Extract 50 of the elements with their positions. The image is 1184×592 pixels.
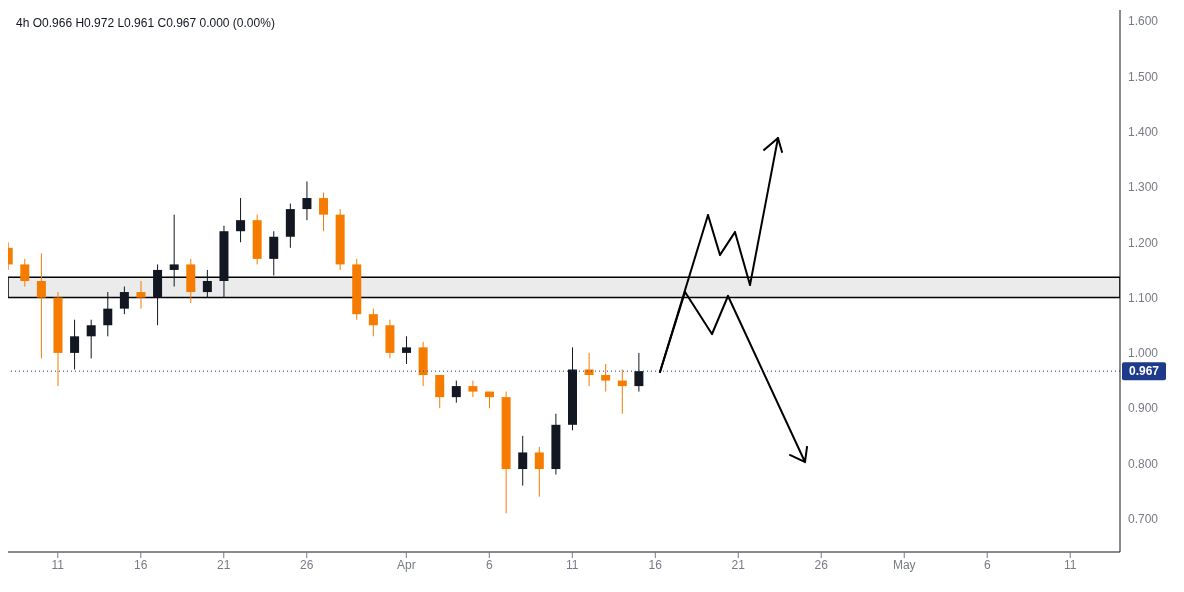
candlestick (136, 280, 146, 310)
x-tick-label: 26 (300, 557, 314, 572)
candlestick (468, 380, 478, 398)
x-tick-label: 21 (731, 557, 746, 572)
candlestick (584, 352, 594, 387)
y-tick-label: 1.400 (1128, 124, 1159, 139)
x-tick-label: 6 (485, 557, 493, 572)
candlestick (119, 286, 129, 315)
y-tick-label: 1.200 (1128, 235, 1159, 250)
candlestick (435, 374, 445, 409)
y-tick-label: 0.900 (1128, 401, 1159, 416)
candlestick (202, 269, 212, 299)
candlestick (319, 192, 329, 232)
candlestick (70, 319, 80, 370)
candlestick (534, 446, 544, 498)
candlestick (20, 258, 30, 288)
y-tick-label: 1.300 (1128, 180, 1159, 195)
candlestick (617, 368, 627, 415)
candlestick (451, 380, 461, 404)
candlestick (518, 435, 528, 487)
candlestick (269, 230, 279, 276)
candlestick (634, 352, 644, 393)
candlestick (402, 335, 412, 365)
y-tick-label: 0.700 (1128, 512, 1159, 527)
candlestick (169, 214, 179, 288)
candlestick (368, 308, 378, 337)
candlestick (86, 319, 96, 359)
candlestick (103, 291, 113, 337)
y-tick-label: 1.500 (1128, 69, 1159, 84)
x-tick-label: 16 (648, 557, 663, 572)
y-tick-label: 0.800 (1128, 456, 1159, 471)
ref-line-label: 0.967 (1128, 364, 1160, 379)
x-tick-label: 11 (1063, 557, 1077, 572)
x-tick-label: 21 (217, 557, 231, 572)
x-tick-label: 6 (983, 557, 991, 572)
candlestick (302, 180, 312, 221)
text: O0.966 H0.972 L0.961 C0.967 0.000 (0.00%) (32, 16, 275, 30)
y-tick-label: 1.000 (1128, 346, 1159, 361)
text: 4h (16, 16, 30, 30)
x-tick-label: 16 (134, 557, 148, 572)
y-tick-label: 1.600 (1128, 14, 1159, 29)
x-tick-label: Apr (396, 557, 416, 572)
x-tick-label: 26 (814, 557, 829, 572)
x-tick-label: 11 (566, 557, 579, 572)
candlestick (36, 252, 46, 359)
y-tick-label: 1.100 (1128, 290, 1159, 305)
candlestick (601, 363, 611, 393)
x-tick-label: 11 (51, 557, 65, 572)
candlestick (236, 197, 246, 243)
x-tick-label: May (892, 557, 916, 572)
